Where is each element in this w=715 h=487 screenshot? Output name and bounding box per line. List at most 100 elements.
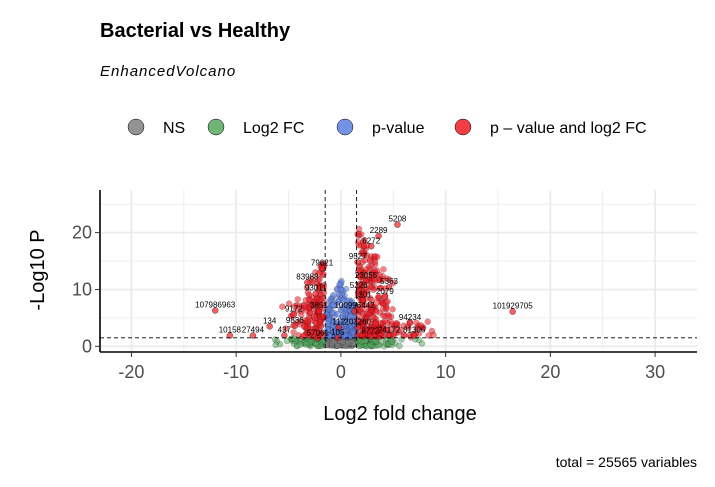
labeled-point xyxy=(375,232,382,240)
y-axis-title: -Log10 P xyxy=(27,229,49,310)
data-point xyxy=(366,310,373,317)
labeled-point xyxy=(359,297,367,304)
point-label: 8772 xyxy=(361,327,379,336)
data-point xyxy=(308,275,315,282)
data-point xyxy=(298,311,305,318)
legend-item-pvalue: p-value xyxy=(336,118,425,137)
labeled-point xyxy=(509,308,516,315)
legend-item-pvalue-and-log2fc: p – value and log2 FC xyxy=(454,118,647,137)
point-label: 24172 xyxy=(378,326,401,335)
data-point xyxy=(312,340,319,348)
data-point xyxy=(418,340,426,347)
data-point xyxy=(373,327,381,334)
labeled-point xyxy=(226,332,234,339)
data-point xyxy=(363,266,370,273)
data-point xyxy=(349,328,356,336)
point-label: 10158 xyxy=(219,326,242,335)
labeled-point xyxy=(212,307,219,314)
data-point xyxy=(364,289,371,296)
y-tick-label: 0 xyxy=(82,336,92,356)
point-label: 203260 xyxy=(344,318,371,327)
data-point xyxy=(372,320,379,328)
data-point xyxy=(306,291,313,299)
data-point xyxy=(301,323,308,330)
data-point xyxy=(342,310,349,318)
data-point xyxy=(301,332,308,339)
point-label: 6272 xyxy=(362,236,380,245)
x-tick-label: 0 xyxy=(336,362,346,382)
labeled-point xyxy=(281,332,288,339)
data-point xyxy=(310,313,318,320)
point-label: 1301 xyxy=(354,290,372,299)
point-label: 83988 xyxy=(296,273,319,282)
data-point xyxy=(360,242,368,249)
data-point xyxy=(397,326,405,334)
data-point xyxy=(372,253,379,260)
point-label: 9836 xyxy=(286,316,304,325)
data-point xyxy=(303,341,310,348)
data-point xyxy=(379,305,387,312)
point-label: 2289 xyxy=(370,226,388,235)
legend-label-pvalue-and-log2fc: p – value and log2 FC xyxy=(490,120,647,137)
legend-key-ns xyxy=(127,118,145,136)
data-point xyxy=(324,326,331,333)
data-point xyxy=(371,267,378,275)
point-label: 93011 xyxy=(305,283,327,292)
point-label: 23055 xyxy=(355,271,378,280)
data-point xyxy=(294,296,301,303)
legend-key-pvalue xyxy=(336,118,354,136)
labeled-point xyxy=(249,332,257,339)
labeled-point xyxy=(315,307,323,315)
data-point xyxy=(282,325,289,332)
data-point xyxy=(290,329,297,336)
data-point xyxy=(297,341,304,348)
point-label: 79621 xyxy=(311,258,334,267)
caption: total = 25565 variables xyxy=(556,454,697,470)
data-point xyxy=(279,303,286,310)
data-point xyxy=(334,342,342,350)
labeled-point xyxy=(351,307,358,315)
data-point xyxy=(334,298,341,306)
data-point xyxy=(315,326,322,334)
x-axis-title: Log2 fold change xyxy=(323,403,476,425)
labeled-point xyxy=(394,221,401,228)
data-point xyxy=(316,285,323,292)
data-point xyxy=(356,280,364,287)
point-label: 27494 xyxy=(242,326,265,335)
labeled-point xyxy=(354,259,361,266)
point-label: 57061 xyxy=(307,328,330,337)
point-label: 5226 xyxy=(350,281,368,290)
data-point xyxy=(383,325,390,333)
data-point xyxy=(377,284,384,292)
data-point xyxy=(368,284,375,291)
data-point xyxy=(347,313,354,320)
point-label: 2079 xyxy=(376,287,394,296)
axes: -20 -10 0 10 20 30 0 10 20 xyxy=(72,190,697,382)
labeled-point xyxy=(312,290,319,297)
data-point xyxy=(355,312,362,319)
data-point xyxy=(337,286,345,294)
point-label: 3851 xyxy=(310,301,328,310)
legend-item-ns: NS xyxy=(127,118,185,137)
legend-label-pvalue: p-value xyxy=(372,120,425,137)
data-point xyxy=(330,291,337,299)
data-point xyxy=(291,335,298,342)
data-point xyxy=(340,297,347,304)
legend-item-log2fc: Log2 FC xyxy=(207,118,304,137)
point-label: 134 xyxy=(263,316,277,325)
data-point xyxy=(354,239,362,246)
data-point xyxy=(272,341,279,349)
grid-lines xyxy=(100,190,697,352)
point-label: 437 xyxy=(278,326,292,335)
data-point xyxy=(361,320,368,327)
data-point xyxy=(380,266,387,273)
labeled-point xyxy=(355,288,362,295)
data-point xyxy=(357,274,364,281)
point-label: 107986963 xyxy=(195,301,236,310)
x-tick-label: -20 xyxy=(118,362,144,382)
data-point xyxy=(285,300,293,307)
point-label: 5208 xyxy=(389,215,407,224)
data-point xyxy=(361,257,368,264)
data-point xyxy=(413,325,421,332)
